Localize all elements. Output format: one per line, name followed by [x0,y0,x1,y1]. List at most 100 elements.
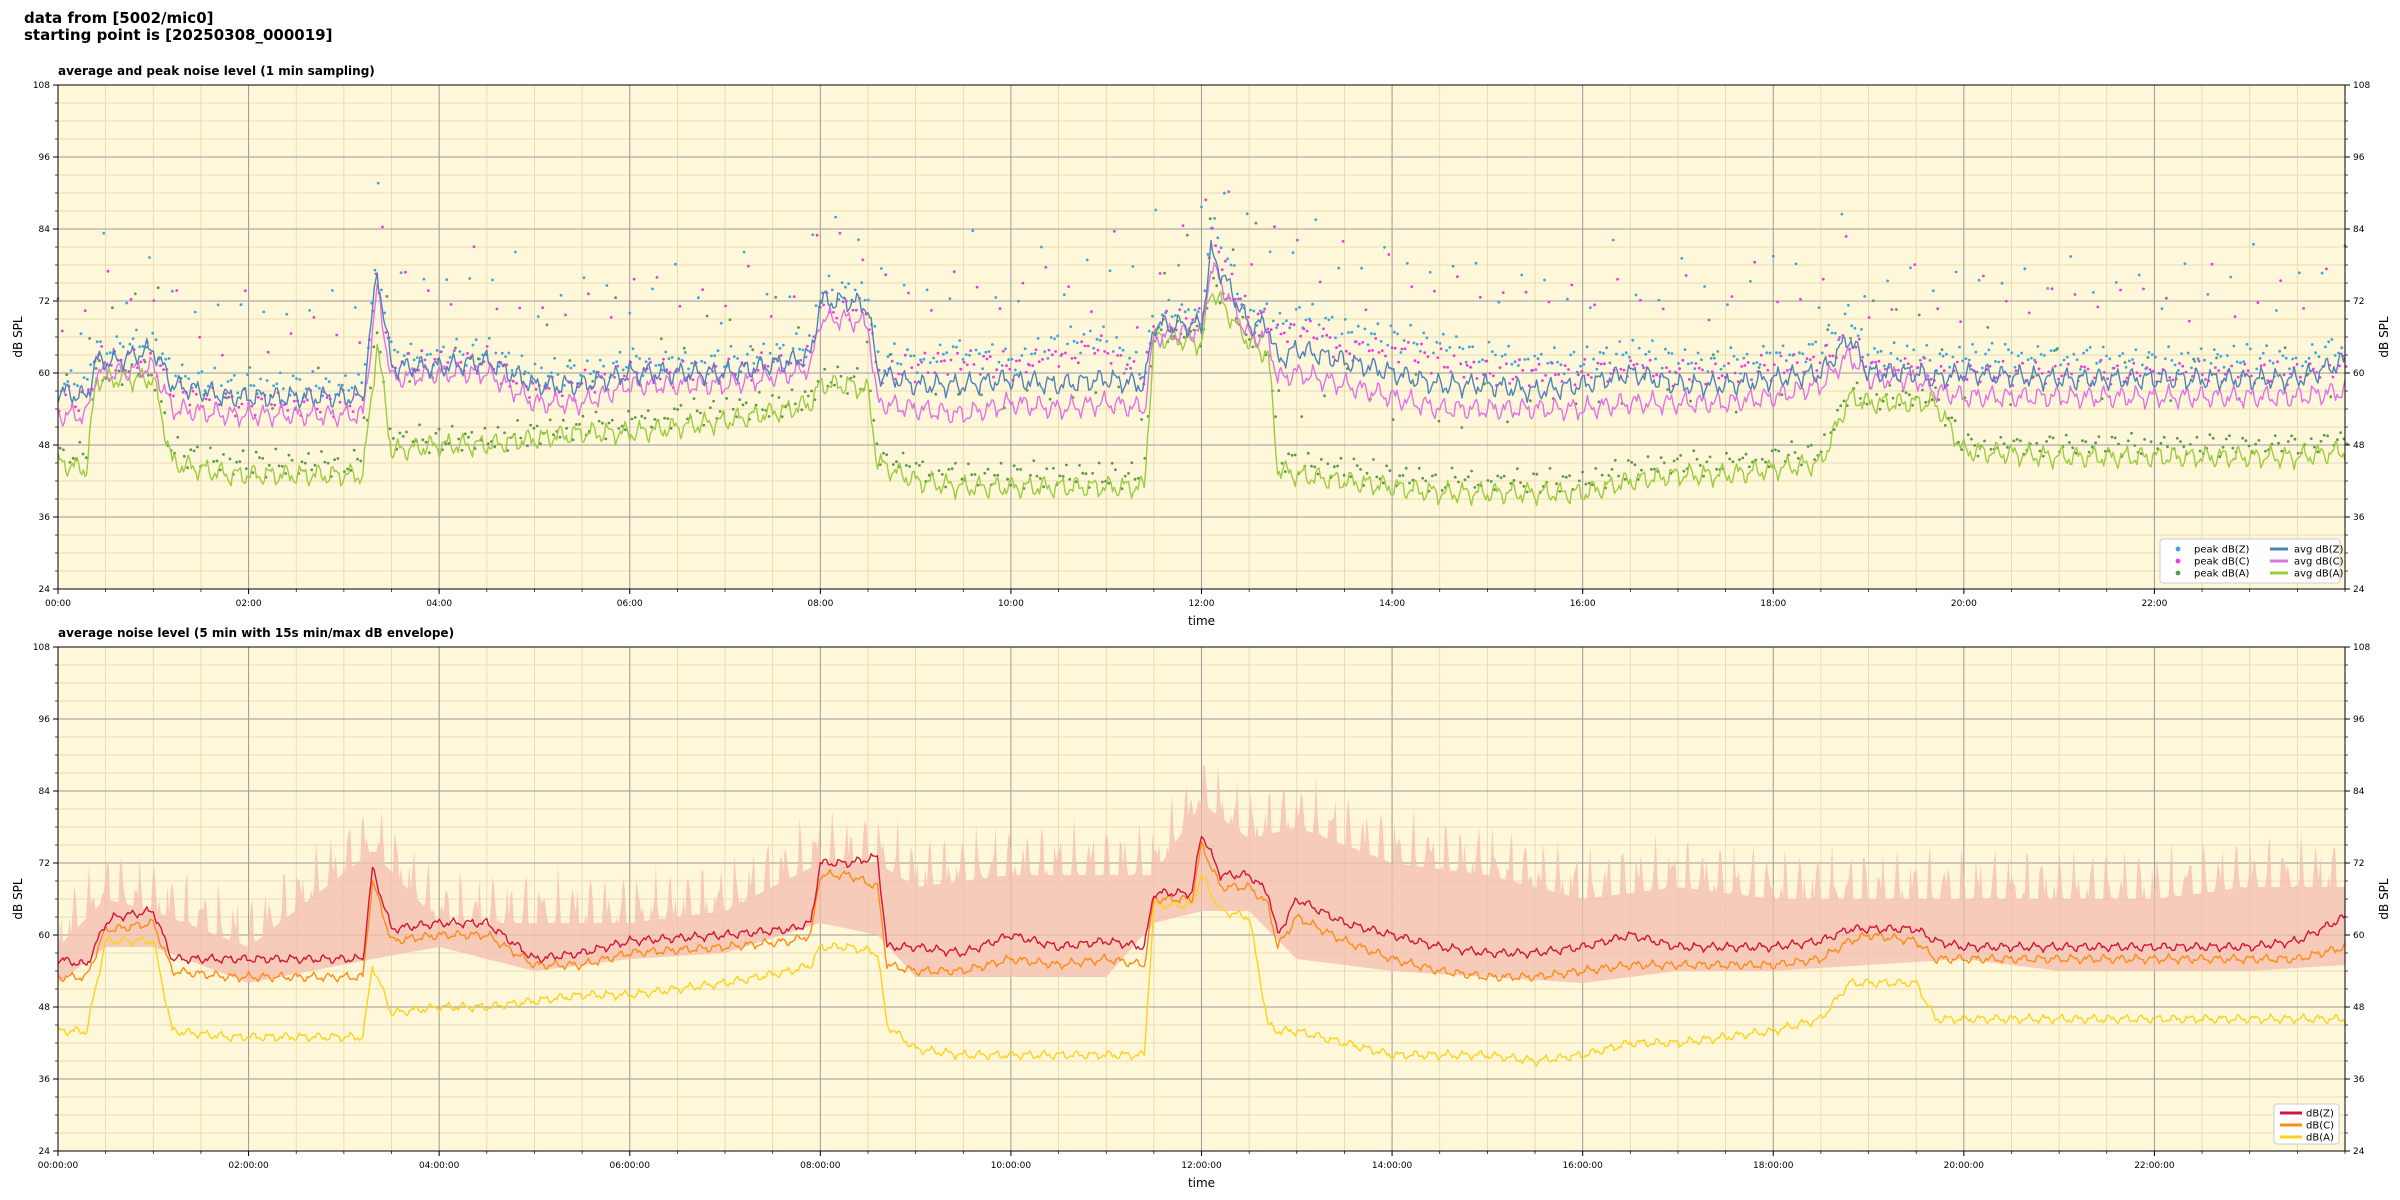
peak-point [1106,351,1110,355]
peak-point [1426,355,1430,358]
peak-point [307,452,310,455]
peak-point [1133,477,1137,481]
peak-point [504,355,507,358]
peak-point [1045,467,1049,470]
peak-point [1018,359,1021,362]
peak-point [1780,393,1784,397]
peak-point [1005,364,1008,368]
peak-point [274,447,278,451]
peak-point [1904,391,1908,395]
peak-point [1640,468,1643,472]
peak-point [2242,360,2246,363]
peak-point [408,380,412,383]
peak-point [1256,312,1260,316]
peak-point [239,303,243,307]
peak-point [215,459,219,463]
peak-point [956,351,959,355]
peak-point [998,307,1002,311]
peak-point [459,360,463,364]
y-axis-label-right: dB SPL [2377,878,2391,920]
peak-point [2178,362,2181,365]
peak-point [1373,332,1377,336]
peak-point [1183,310,1187,314]
peak-point [638,357,641,360]
peak-point [1323,394,1326,398]
peak-point [2067,362,2070,366]
peak-point [1806,445,1810,448]
peak-point [1587,481,1591,485]
peak-point [1861,355,1864,359]
peak-point [2203,358,2206,362]
peak-point [2126,439,2130,443]
peak-point [895,460,898,464]
peak-point [1737,380,1740,384]
peak-point [1890,308,1894,311]
peak-point [320,450,323,453]
peak-point [100,345,103,348]
peak-point [2082,351,2086,355]
peak-point [1310,464,1313,468]
peak-point [2193,360,2197,363]
peak-point [1566,297,1569,301]
peak-point [363,363,367,366]
peak-point [136,366,139,369]
peak-point [1603,362,1606,366]
peak-point [302,400,306,404]
peak-point [2183,262,2187,266]
x-tick-label: 18:00 [1760,599,1786,609]
peak-point [1344,349,1348,353]
peak-point [2102,371,2106,374]
peak-point [2158,372,2162,375]
peak-point [1028,363,1031,367]
peak-point [2175,436,2179,440]
peak-point [88,337,91,340]
peak-point [605,284,609,287]
peak-point [1285,319,1288,323]
peak-point [2012,439,2016,443]
peak-point [2244,439,2248,443]
peak-point [798,347,801,351]
peak-point [667,357,671,361]
peak-point [771,394,774,397]
peak-point [857,238,860,242]
peak-point [1755,361,1759,364]
peak-point [1117,385,1121,389]
peak-point [2246,369,2250,372]
peak-point [627,409,630,413]
peak-point [143,360,147,364]
peak-point [312,316,316,319]
peak-point [781,343,785,347]
peak-point [1384,354,1387,358]
peak-point [138,345,142,349]
peak-point [385,295,389,298]
x-axis-label: time [1188,1176,1215,1190]
peak-point [2214,366,2217,369]
peak-point [298,378,302,381]
peak-point [1077,361,1080,365]
peak-point [62,448,65,452]
peak-point [1874,360,1877,364]
peak-point [1488,372,1492,375]
peak-point [2037,367,2041,371]
peak-point [1665,366,1668,369]
peak-point [2243,362,2247,366]
peak-point [1211,227,1214,230]
peak-point [1983,439,1986,443]
peak-point [399,271,403,275]
peak-point [1081,471,1085,475]
peak-point [789,361,793,365]
peak-point [1327,318,1331,322]
peak-point [135,328,138,332]
peak-point [1094,391,1098,395]
peak-point [1772,363,1776,367]
peak-point [1017,299,1020,303]
peak-point [971,229,975,233]
peak-point [893,342,896,345]
peak-point [1867,316,1871,319]
peak-point [1206,253,1210,256]
peak-point [2263,363,2266,367]
peak-point [942,352,945,356]
peak-point [1686,362,1690,366]
peak-point [1555,482,1558,486]
peak-point [1448,346,1452,349]
